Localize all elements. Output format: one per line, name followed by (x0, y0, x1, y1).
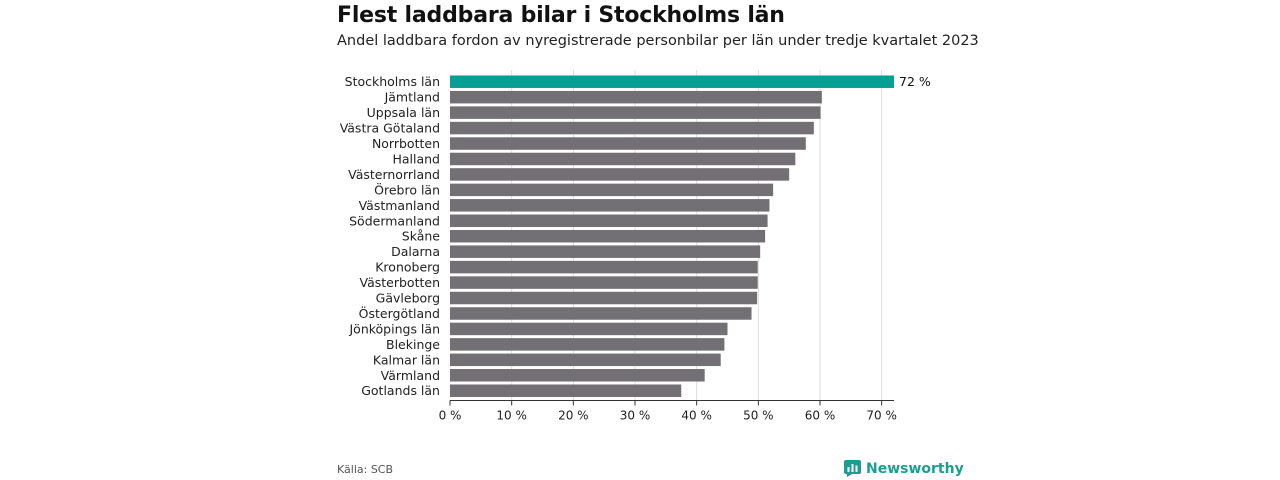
category-label: Södermanland (349, 213, 440, 228)
x-tick-label: 60 % (805, 408, 836, 422)
chart-title: Flest laddbara bilar i Stockholms län (337, 3, 785, 28)
bar (450, 291, 758, 305)
category-label: Uppsala län (367, 105, 440, 120)
category-label: Örebro län (374, 181, 440, 197)
brand-logo[interactable]: Newsworthy (844, 460, 964, 477)
bar (450, 307, 752, 320)
category-label: Stockholms län (345, 74, 440, 89)
bar (450, 384, 682, 397)
bar (450, 106, 821, 119)
data-label: 72 % (899, 74, 931, 89)
bar (450, 199, 770, 212)
category-label: Kalmar län (373, 352, 440, 367)
bar (450, 353, 721, 367)
category-label: Jämtland (384, 90, 440, 105)
category-label: Dalarna (391, 244, 440, 259)
category-label: Gävleborg (376, 291, 440, 306)
bar (450, 276, 758, 289)
x-tick-label: 10 % (496, 408, 527, 422)
x-tick-label: 40 % (681, 408, 712, 422)
category-label: Blekinge (386, 337, 440, 352)
category-label: Västerbotten (360, 275, 440, 290)
bar (450, 168, 790, 181)
category-label: Norrbotten (372, 136, 440, 151)
category-label: Västmanland (359, 198, 440, 213)
bar (450, 183, 774, 197)
bar (450, 214, 768, 228)
category-label: Halland (392, 151, 440, 166)
bar (450, 90, 822, 104)
brand-name: Newsworthy (866, 460, 964, 477)
category-label: Värmland (381, 368, 440, 383)
category-label: Kronoberg (375, 260, 440, 275)
category-label: Östergötland (359, 305, 440, 321)
bar (450, 137, 806, 150)
category-label: Västra Götaland (340, 121, 440, 136)
x-tick-label: 50 % (743, 408, 774, 422)
x-tick-label: 70 % (866, 408, 897, 422)
category-label: Västernorrland (348, 167, 440, 182)
chart-subtitle: Andel laddbara fordon av nyregistrerade … (337, 33, 979, 49)
x-tick-label: 30 % (620, 408, 651, 422)
bar (450, 75, 894, 88)
bar (450, 152, 796, 166)
bar (450, 121, 814, 135)
bar (450, 245, 761, 258)
bar (450, 229, 766, 243)
bar (450, 369, 705, 382)
x-tick-label: 20 % (558, 408, 589, 422)
x-tick-label: 0 % (439, 408, 462, 422)
category-label: Jönköpings län (348, 321, 440, 336)
category-label: Gotlands län (361, 383, 440, 398)
source-note: Källa: SCB (337, 463, 394, 476)
bar (450, 260, 758, 274)
chart-logo-icon (844, 460, 861, 477)
bar (450, 338, 725, 351)
bar (450, 322, 728, 336)
category-label: Skåne (402, 229, 441, 244)
